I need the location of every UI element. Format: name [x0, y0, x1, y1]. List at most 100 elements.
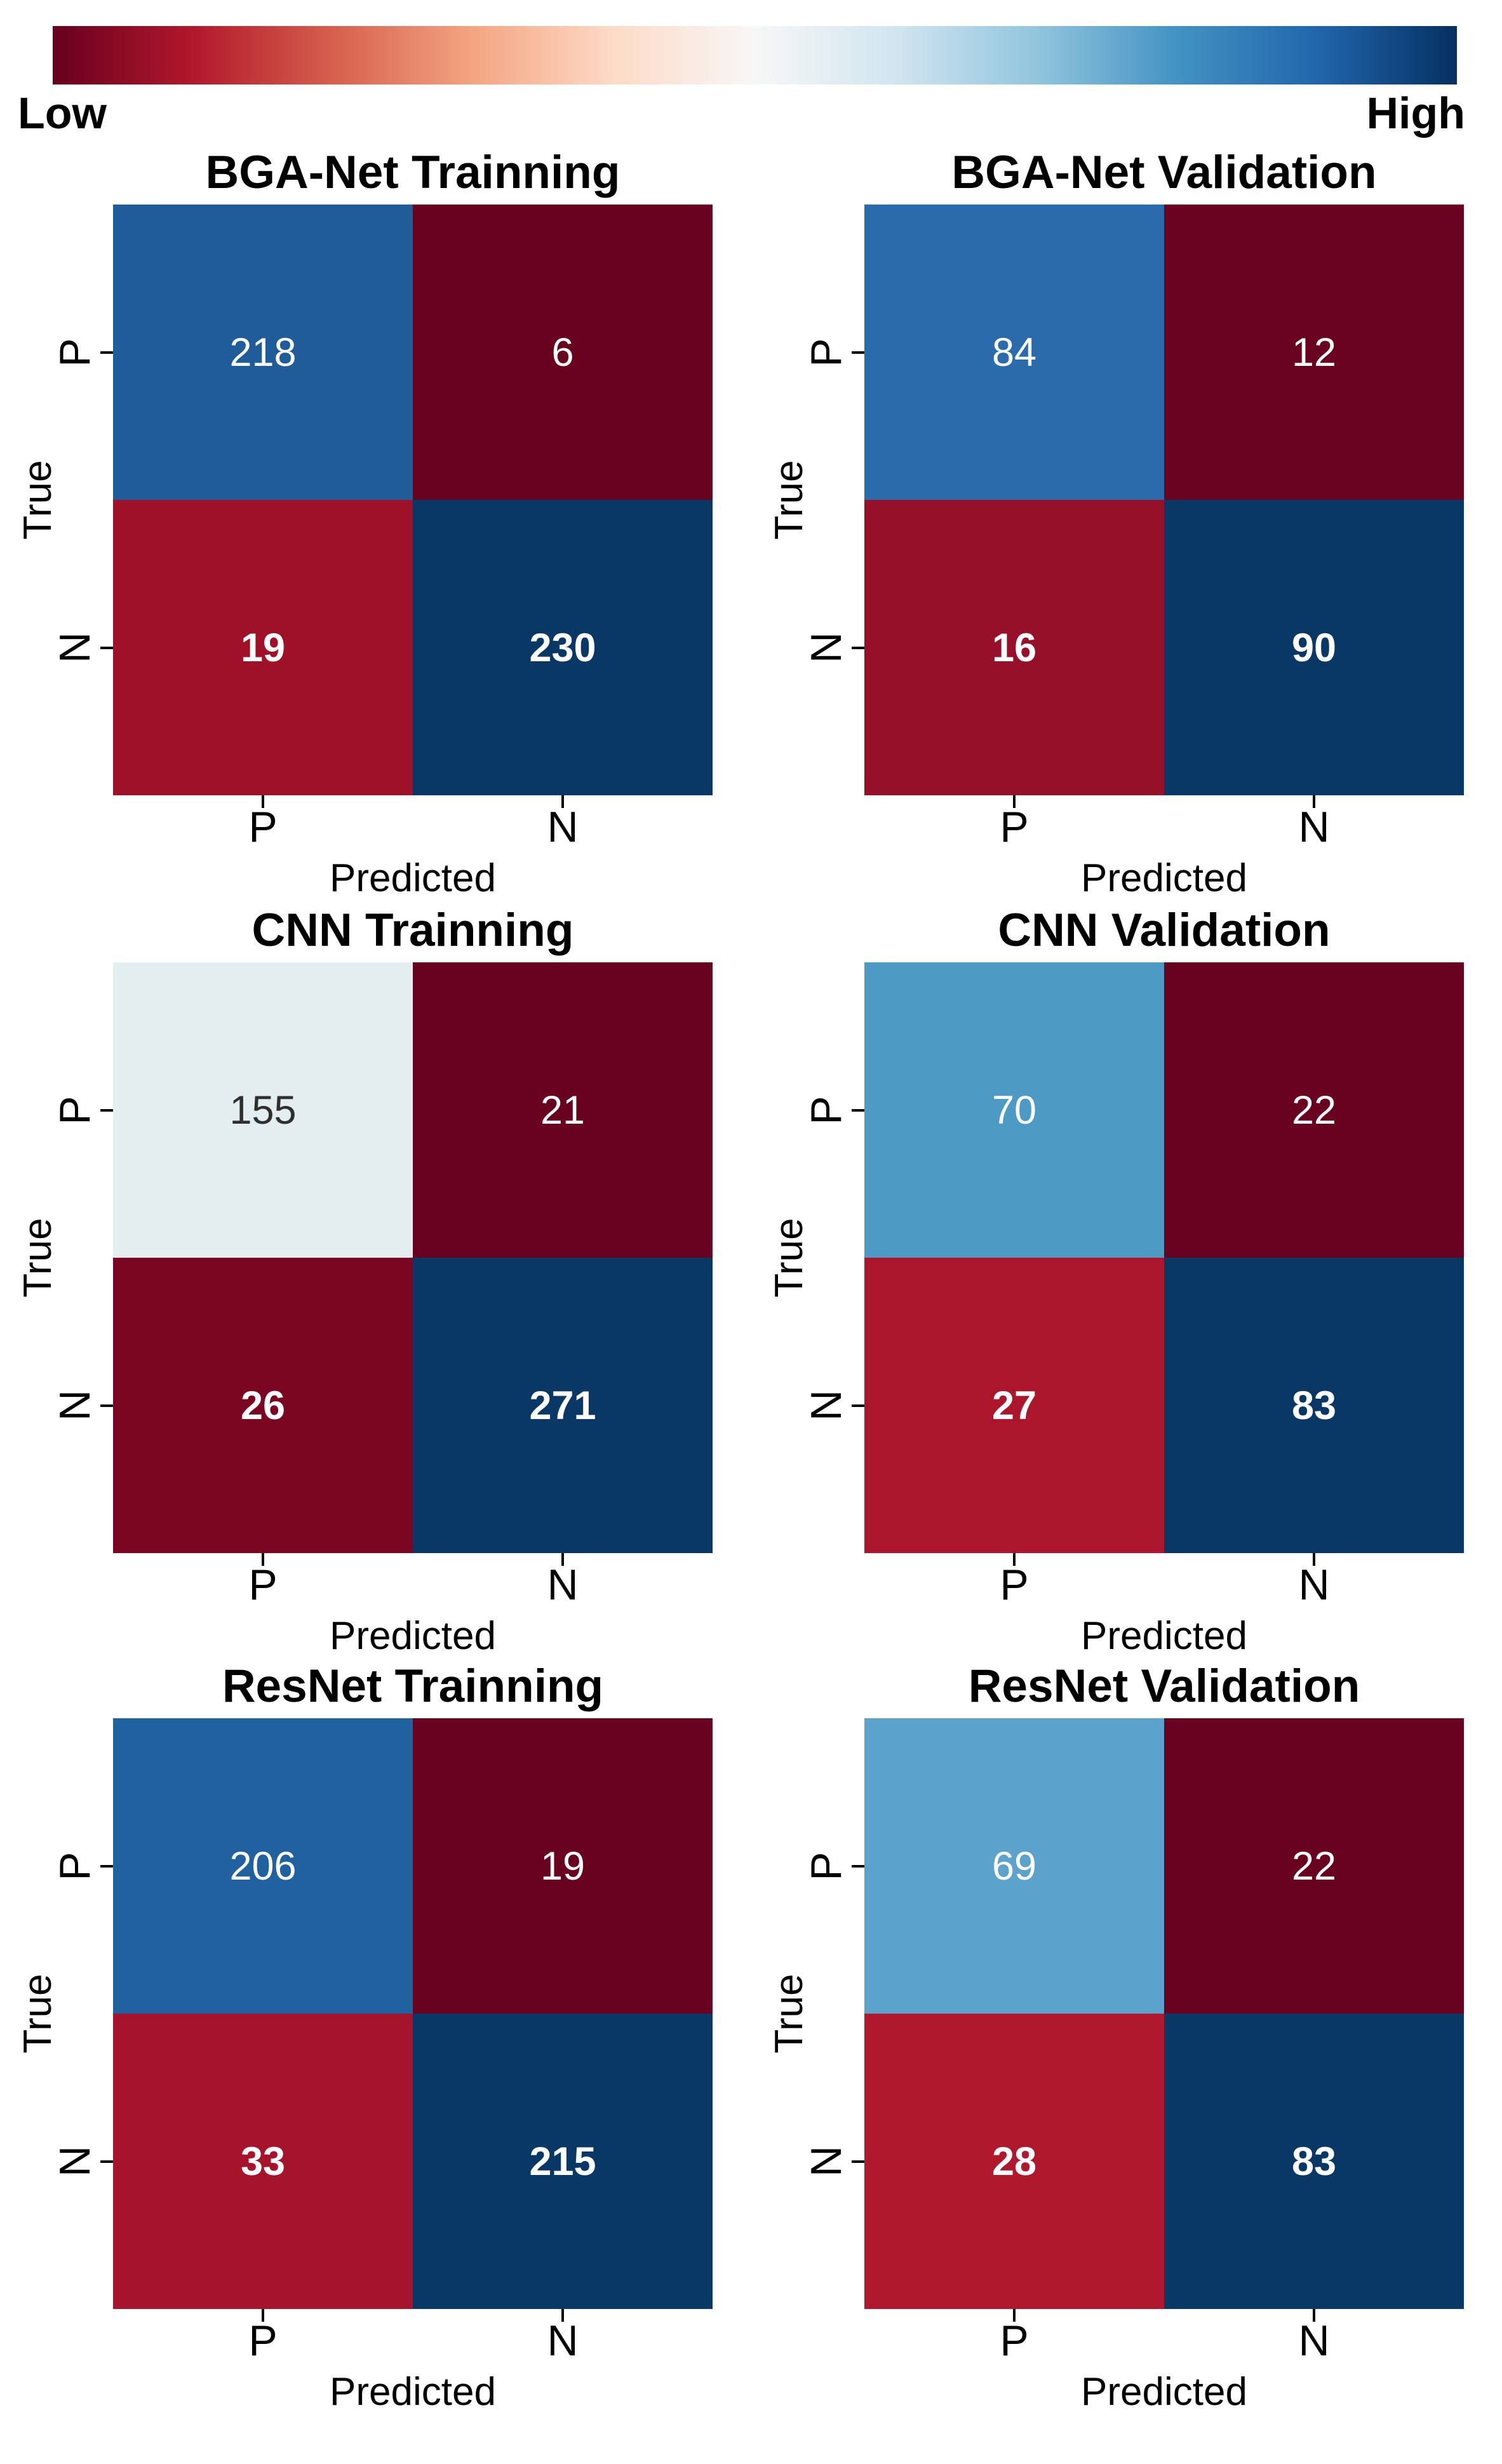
x-axis-label: Predicted — [330, 856, 496, 900]
cell-true-p-pred-n: 21 — [413, 962, 713, 1258]
y-tickmark — [852, 351, 864, 354]
confusion-matrix: 206 19 33 215 — [113, 1718, 713, 2309]
x-ticks: P N — [113, 795, 713, 855]
y-axis-label: True — [767, 1974, 811, 2054]
x-tickmark — [262, 795, 264, 808]
y-axis-label: True — [16, 1218, 60, 1298]
cell-true-n-pred-n: 230 — [413, 500, 713, 795]
x-tick-p: P — [1000, 803, 1029, 851]
cell-true-p-pred-p: 84 — [864, 205, 1164, 500]
confusion-matrix: 84 12 16 90 — [864, 205, 1464, 795]
y-tick-p: P — [51, 337, 99, 367]
panel-title: ResNet Trainning — [222, 1660, 604, 1712]
y-axis-label: True — [767, 460, 811, 540]
x-ticks: P N — [113, 1553, 713, 1613]
y-tick-p: P — [51, 1851, 99, 1881]
x-ticks: P N — [864, 795, 1464, 855]
cell-true-n-pred-n: 83 — [1164, 2014, 1464, 2309]
cell-true-n-pred-p: 16 — [864, 500, 1164, 795]
cell-true-p-pred-p: 69 — [864, 1718, 1164, 2014]
cell-true-n-pred-p: 27 — [864, 1258, 1164, 1553]
y-tickmark — [852, 1108, 864, 1112]
x-tick-n: N — [1298, 1561, 1330, 1609]
x-tickmark — [1013, 2309, 1016, 2322]
y-tickmark — [100, 646, 113, 649]
matrix-area: True P N 69 22 28 83 — [767, 1718, 1464, 2322]
matrix-area: True P N 218 6 19 230 — [16, 205, 713, 808]
colorbar-low-label: Low — [18, 88, 107, 138]
cell-true-n-pred-n: 90 — [1164, 500, 1464, 795]
cell-true-n-pred-p: 26 — [113, 1258, 413, 1553]
x-tick-p: P — [248, 1561, 278, 1609]
x-axis-label: Predicted — [1081, 2370, 1247, 2414]
panel-title: CNN Trainning — [251, 905, 574, 956]
x-tickmark — [262, 1553, 264, 1566]
y-tick-p: P — [802, 337, 850, 367]
y-tickmark — [100, 2160, 113, 2163]
cell-true-p-pred-n: 12 — [1164, 205, 1464, 500]
cell-true-p-pred-p: 70 — [864, 962, 1164, 1258]
cell-true-p-pred-p: 206 — [113, 1718, 413, 2014]
y-tick-n: N — [802, 1389, 850, 1421]
y-tick-p: P — [802, 1851, 850, 1881]
x-tickmark — [561, 1553, 564, 1566]
matrix-area: True P N 70 22 27 83 — [767, 962, 1464, 1566]
x-tick-p: P — [248, 2317, 278, 2365]
confusion-matrix: 155 21 26 271 — [113, 962, 713, 1553]
y-axis-label: True — [767, 1218, 811, 1298]
matrix-area: True P N 84 12 16 90 — [767, 205, 1464, 808]
y-tickmark — [852, 646, 864, 649]
cell-true-n-pred-n: 83 — [1164, 1258, 1464, 1553]
matrix-area: True P N 206 19 33 215 — [16, 1718, 713, 2322]
colorbar-gradient — [53, 26, 1457, 84]
cell-true-p-pred-n: 19 — [413, 1718, 713, 2014]
x-tick-p: P — [1000, 2317, 1029, 2365]
y-tick-n: N — [802, 2145, 850, 2177]
y-tick-n: N — [51, 631, 99, 663]
y-tick-n: N — [802, 631, 850, 663]
cell-true-p-pred-p: 155 — [113, 962, 413, 1258]
x-tickmark — [1013, 795, 1016, 808]
y-tickmark — [852, 1404, 864, 1407]
y-tick-n: N — [51, 1389, 99, 1421]
x-tickmark — [561, 795, 564, 808]
cell-true-n-pred-p: 33 — [113, 2014, 413, 2309]
panel-resnet-validation: ResNet Validation True P N 69 22 28 83 P… — [751, 1655, 1502, 2414]
confusion-matrix: 69 22 28 83 — [864, 1718, 1464, 2309]
confusion-matrix: 70 22 27 83 — [864, 962, 1464, 1553]
panel-bga-net-training: BGA-Net Trainning True P N 218 6 19 230 … — [0, 141, 751, 900]
y-tick-p: P — [51, 1095, 99, 1125]
y-tickmark — [852, 2160, 864, 2163]
x-tickmark — [1313, 1553, 1315, 1566]
x-tickmark — [1313, 795, 1315, 808]
x-tick-p: P — [248, 803, 278, 851]
x-tick-n: N — [547, 1561, 579, 1609]
y-tick-p: P — [802, 1095, 850, 1125]
panel-resnet-training: ResNet Trainning True P N 206 19 33 215 … — [0, 1655, 751, 2414]
y-tickmark — [100, 1108, 113, 1112]
x-axis-label: Predicted — [330, 1614, 496, 1658]
x-tick-n: N — [1298, 2317, 1330, 2365]
y-tickmark — [100, 1404, 113, 1407]
x-ticks: P N — [864, 2309, 1464, 2369]
y-tickmark — [852, 1864, 864, 1868]
cell-true-n-pred-p: 19 — [113, 500, 413, 795]
matrix-area: True P N 155 21 26 271 — [16, 962, 713, 1566]
y-axis-label: True — [16, 1974, 60, 2054]
panel-cnn-training: CNN Trainning True P N 155 21 26 271 P N… — [0, 899, 751, 1658]
y-tick-n: N — [51, 2145, 99, 2177]
x-tick-n: N — [1298, 803, 1330, 851]
y-tickmark — [100, 351, 113, 354]
panel-title: BGA-Net Validation — [951, 147, 1377, 198]
cell-true-p-pred-p: 218 — [113, 205, 413, 500]
x-axis-label: Predicted — [330, 2370, 496, 2414]
x-ticks: P N — [113, 2309, 713, 2369]
x-ticks: P N — [864, 1553, 1464, 1613]
cell-true-p-pred-n: 22 — [1164, 962, 1464, 1258]
panel-bga-net-validation: BGA-Net Validation True P N 84 12 16 90 … — [751, 141, 1502, 900]
x-tick-n: N — [547, 803, 579, 851]
x-axis-label: Predicted — [1081, 1614, 1247, 1658]
y-axis-label: True — [16, 460, 60, 540]
panel-cnn-validation: CNN Validation True P N 70 22 27 83 P N … — [751, 899, 1502, 1658]
cell-true-n-pred-p: 28 — [864, 2014, 1164, 2309]
